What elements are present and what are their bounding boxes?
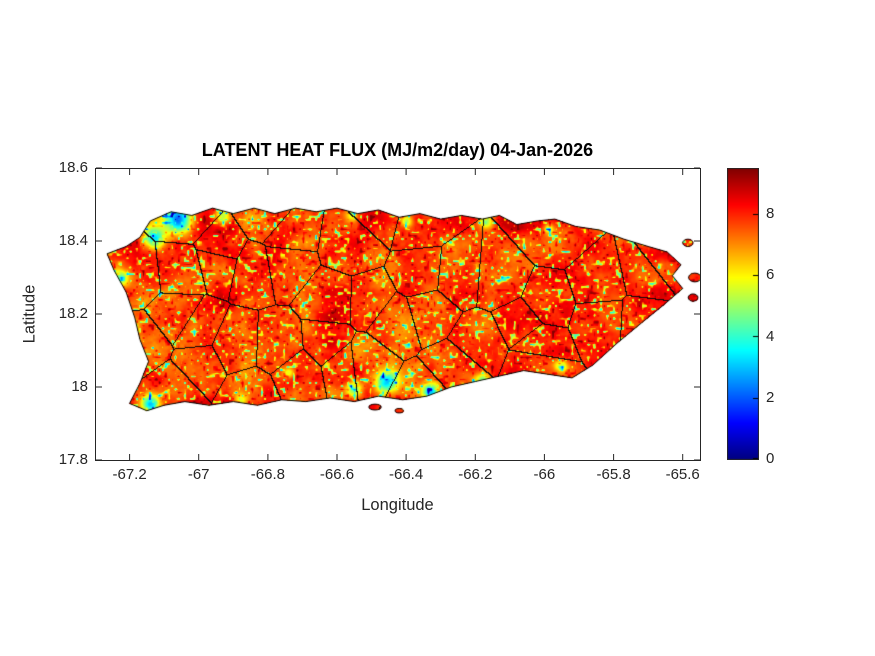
x-tick-label: -66.6	[319, 466, 355, 483]
colorbar-tick-label: 6	[766, 266, 775, 284]
y-tick-label: 18.2	[58, 305, 88, 322]
x-tick-label: -66.4	[388, 466, 424, 483]
y-tick-label: 18.4	[58, 232, 88, 249]
chart-title: LATENT HEAT FLUX (MJ/m2/day) 04-Jan-2026	[201, 140, 594, 160]
x-tick-label: -66	[533, 466, 556, 483]
colorbar-tick-label: 8	[766, 204, 775, 222]
x-tick-label: -66.2	[458, 466, 493, 483]
x-tick-label: -67.2	[112, 466, 147, 483]
y-axis-label: Latitude	[20, 284, 39, 344]
y-tick-label: 17.8	[58, 451, 88, 468]
x-axis-label: Longitude	[361, 496, 434, 514]
x-tick-label: -66.8	[250, 466, 285, 483]
colorbar	[727, 168, 759, 460]
colorbar-tick-label: 2	[766, 388, 775, 406]
x-tick-label: -65.6	[665, 466, 700, 483]
y-tick-label: 18	[71, 378, 88, 395]
colorbar-tick-label: 0	[766, 450, 775, 467]
heatmap-canvas	[95, 168, 700, 460]
y-tick-label: 18.6	[58, 159, 88, 176]
x-tick-label: -67	[187, 466, 210, 483]
colorbar-tick-label: 4	[766, 327, 775, 345]
x-tick-label: -65.8	[596, 466, 631, 483]
